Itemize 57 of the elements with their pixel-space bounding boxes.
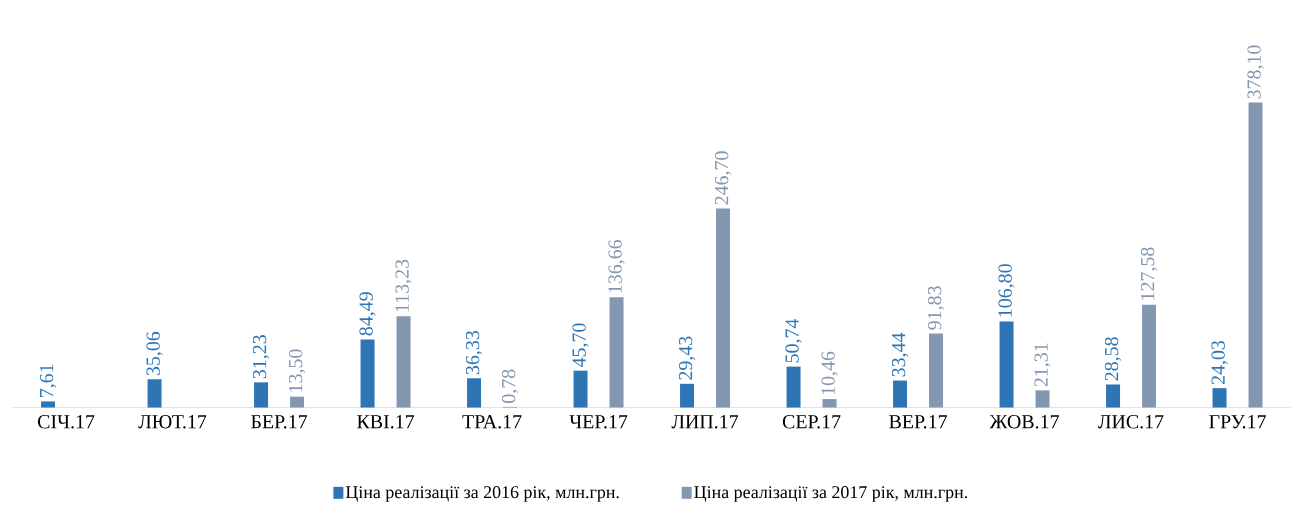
x-tick-label: СІЧ.17	[37, 415, 95, 429]
data-label: 45,70	[572, 323, 589, 368]
data-label: 29,43	[678, 336, 696, 380]
bar	[41, 401, 56, 408]
bar	[1142, 304, 1157, 408]
x-tick-label: ЛИП.17	[671, 415, 739, 429]
legend-label: Ціна реалізації за 2017 рік, млн.грн.	[694, 486, 968, 502]
data-label: 36,33	[465, 330, 483, 375]
bar	[1106, 384, 1121, 408]
bar	[609, 297, 624, 408]
data-label: 127,58	[1140, 247, 1158, 300]
bar	[396, 316, 411, 408]
data-label: 378,10	[1247, 45, 1264, 99]
bar	[573, 370, 588, 408]
legend-label: Ціна реалізації за 2016 рік, млн.грн.	[345, 486, 619, 502]
data-label: 0,78	[501, 369, 519, 403]
x-tick-label: ЛЮТ.17	[138, 415, 207, 429]
x-tick-label: ЛИС.17	[1098, 415, 1164, 429]
data-label: 7,61	[39, 364, 57, 397]
bar	[254, 382, 269, 408]
bar	[822, 399, 837, 408]
x-tick-label: СЕР.17	[782, 415, 841, 429]
bar	[1248, 102, 1263, 408]
bar	[467, 378, 482, 408]
bar	[680, 383, 695, 408]
data-label: 106,80	[998, 264, 1015, 317]
data-label: 24,03	[1211, 340, 1228, 385]
bar	[893, 380, 908, 408]
x-tick-label: ВЕР.17	[889, 415, 947, 429]
x-tick-label: ГРУ.17	[1209, 415, 1266, 429]
x-tick-label: КВІ.17	[357, 415, 415, 429]
x-tick-label: ЧЕР.17	[569, 415, 628, 429]
data-label: 50,74	[785, 318, 802, 363]
x-tick-label: ТРА.17	[462, 415, 522, 429]
data-label: 21,31	[1034, 343, 1051, 387]
bar	[929, 333, 944, 408]
bar	[360, 339, 375, 408]
bar	[1212, 388, 1227, 408]
data-label: 113,23	[395, 259, 412, 312]
data-label: 13,50	[288, 349, 306, 392]
x-tick-label: БЕР.17	[251, 415, 308, 429]
bar	[786, 366, 801, 408]
data-label: 31,23	[252, 335, 270, 379]
data-label: 246,70	[714, 151, 732, 205]
data-label: 28,58	[1104, 337, 1122, 381]
bar	[1035, 390, 1050, 408]
data-label: 33,44	[891, 332, 909, 377]
data-label: 10,46	[821, 351, 838, 395]
x-tick-label: ЖОВ.17	[989, 415, 1059, 429]
data-label: 84,49	[359, 292, 376, 336]
bar	[716, 208, 731, 408]
bar	[999, 321, 1014, 408]
bar	[290, 396, 305, 408]
bar	[147, 379, 162, 408]
data-label: 91,83	[927, 286, 945, 330]
data-label: 35,06	[146, 331, 163, 376]
data-label: 136,66	[608, 239, 625, 293]
